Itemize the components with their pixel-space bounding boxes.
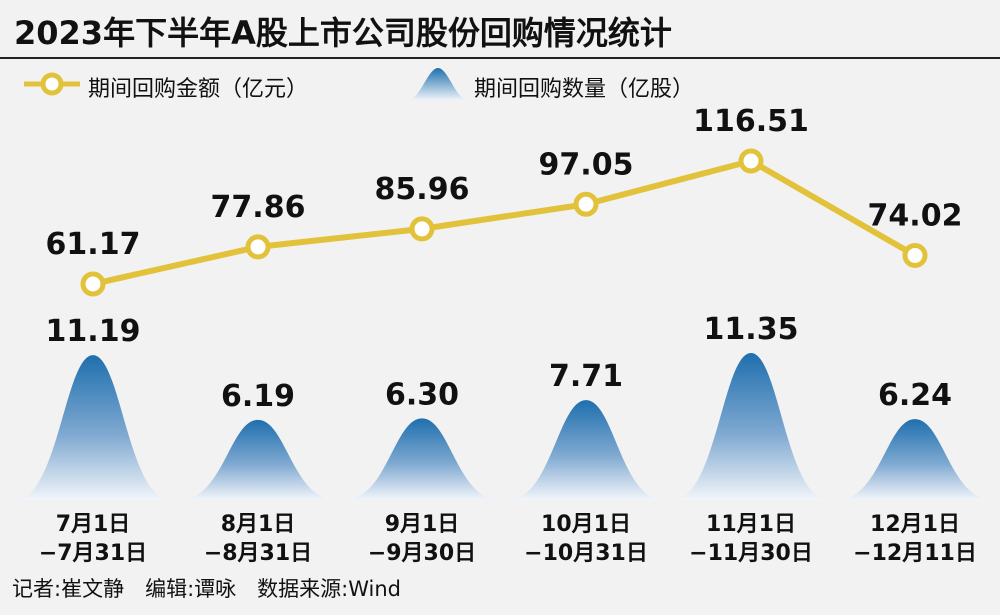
x-tick-label-line: 8月1日 xyxy=(220,512,296,537)
amount-label-3: 97.05 xyxy=(539,147,634,182)
x-tick-label-line: −7月31日 xyxy=(38,541,148,566)
x-tick-label-3: 10月1日 −10月31日 xyxy=(506,510,666,568)
amount-label-4: 116.51 xyxy=(693,104,809,139)
amount-point-3 xyxy=(573,191,599,217)
volume-label-1: 6.19 xyxy=(221,379,295,414)
amount-point-1 xyxy=(245,234,271,260)
x-tick-label-0: 7月1日 −7月31日 xyxy=(13,510,173,568)
x-tick-label-4: 11月1日 −11月30日 xyxy=(671,510,831,568)
volume-bell-3 xyxy=(508,400,664,500)
amount-label-0: 61.17 xyxy=(46,227,141,262)
x-tick-label-line: 11月1日 xyxy=(706,512,796,537)
x-tick-label-line: −10月31日 xyxy=(524,541,648,566)
amount-label-2: 85.96 xyxy=(375,172,470,207)
volume-bell-2 xyxy=(344,418,500,500)
volume-label-3: 7.71 xyxy=(549,359,623,394)
legend-line-marker xyxy=(24,72,80,96)
x-tick-label-line: −11月30日 xyxy=(689,541,813,566)
amount-point-2 xyxy=(409,216,435,242)
credits: 记者:崔文静 编辑:谭咏 数据来源:Wind xyxy=(12,577,402,601)
legend-bubble-marker xyxy=(408,68,468,100)
amount-line xyxy=(92,158,917,287)
chart-title: 2023年下半年A股上市公司股份回购情况统计 xyxy=(14,14,672,52)
x-tick-label-line: 9月1日 xyxy=(384,512,460,537)
amount-label-5: 74.02 xyxy=(868,198,963,233)
x-tick-label-5: 12月1日 −12月11日 xyxy=(835,510,995,568)
x-tick-label-line: 10月1日 xyxy=(541,512,631,537)
volume-bell-1 xyxy=(180,419,336,500)
volume-bell-5 xyxy=(837,419,993,500)
amount-point-4 xyxy=(738,148,764,174)
volume-label-0: 11.19 xyxy=(46,314,141,349)
x-tick-label-line: −9月30日 xyxy=(367,541,477,566)
x-tick-label-2: 9月1日 −9月30日 xyxy=(342,510,502,568)
amount-label-1: 77.86 xyxy=(211,190,306,225)
legend-label-volume: 期间回购数量（亿股） xyxy=(474,77,695,102)
volume-label-5: 6.24 xyxy=(878,378,952,413)
x-tick-label-line: 7月1日 xyxy=(55,512,131,537)
legend xyxy=(24,68,468,100)
x-tick-label-line: −12月11日 xyxy=(853,541,977,566)
volume-bell-4 xyxy=(673,353,829,500)
x-tick-label-1: 8月1日 −8月31日 xyxy=(178,510,338,568)
x-tick-label-line: −8月31日 xyxy=(203,541,313,566)
x-tick-label-line: 12月1日 xyxy=(870,512,960,537)
amount-point-5 xyxy=(902,242,928,268)
legend-label-amount: 期间回购金额（亿元） xyxy=(88,77,309,102)
volume-bell-0 xyxy=(15,355,171,500)
amount-point-0 xyxy=(80,271,106,297)
title-divider xyxy=(0,57,1000,59)
volume-label-4: 11.35 xyxy=(704,312,799,347)
volume-label-2: 6.30 xyxy=(385,377,459,412)
